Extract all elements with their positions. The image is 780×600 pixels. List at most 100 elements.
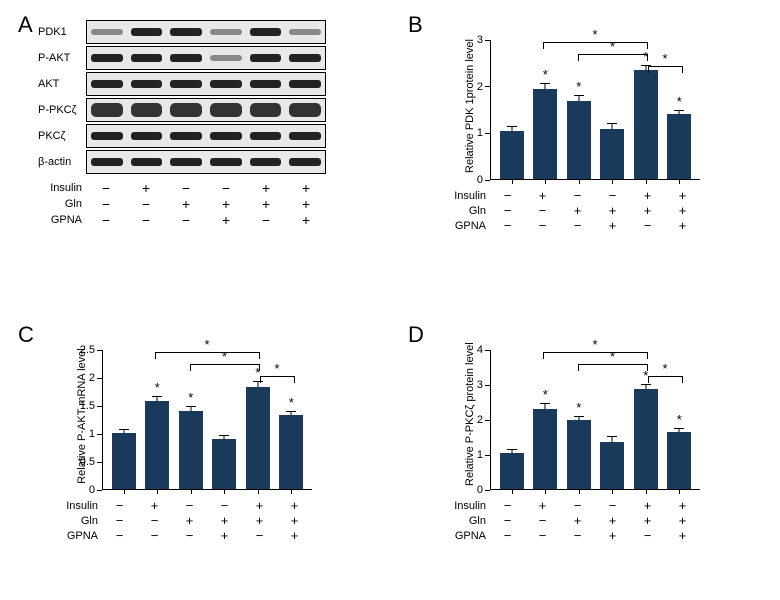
- blot-band: [166, 21, 206, 43]
- y-tick: 0: [74, 484, 102, 496]
- treatment-cell: +: [595, 513, 630, 529]
- chart-c: Relative P-AKT mRNA level****00.511.522.…: [62, 340, 352, 570]
- panel-label-c: C: [18, 322, 34, 348]
- treatment-cell: +: [242, 498, 277, 514]
- bar: [667, 114, 691, 179]
- significance-bracket: *: [578, 54, 648, 55]
- treatment-cell: +: [246, 196, 286, 212]
- y-tick: 1: [462, 449, 490, 461]
- chart-d: Relative P-PKCζ protein level****01234**…: [450, 340, 740, 570]
- treatment-cell: +: [207, 513, 242, 529]
- treatment-label: Insulin: [38, 182, 82, 194]
- treatment-cell: +: [630, 203, 665, 219]
- blot-band: [166, 99, 206, 121]
- treatment-cell: −: [525, 203, 560, 219]
- treatment-cell: +: [630, 513, 665, 529]
- blot-bands: [86, 98, 326, 122]
- treatment-cell: −: [86, 196, 126, 212]
- blot-band: [206, 73, 246, 95]
- blot-bands: [86, 150, 326, 174]
- treatment-label: Insulin: [444, 190, 486, 202]
- bar: [634, 70, 658, 179]
- treatment-cell: −: [525, 513, 560, 529]
- treatment-cell: +: [286, 180, 326, 196]
- bar: [112, 433, 136, 489]
- panel-label-a: A: [18, 12, 33, 38]
- treatment-cell: +: [525, 498, 560, 514]
- bar: [533, 409, 557, 490]
- treatment-cell: −: [525, 218, 560, 234]
- significance-bracket: *: [190, 364, 260, 365]
- bar: [600, 129, 624, 179]
- treatment-label: Gln: [444, 515, 486, 527]
- blot-band: [127, 151, 167, 173]
- y-tick: 2.5: [74, 344, 102, 356]
- treatment-cell: −: [207, 498, 242, 514]
- blot-band: [87, 73, 127, 95]
- treatment-cell: −: [560, 218, 595, 234]
- treatment-label: Insulin: [444, 500, 486, 512]
- y-tick: 2: [74, 372, 102, 384]
- blot-band: [166, 47, 206, 69]
- blot-band: [127, 47, 167, 69]
- blot-band: [166, 125, 206, 147]
- bar: [667, 432, 691, 489]
- blot-band: [206, 21, 246, 43]
- treatment-cell: −: [166, 212, 206, 228]
- y-tick: 4: [462, 344, 490, 356]
- blot-row-label: PKCζ: [38, 130, 86, 142]
- treatment-label: Gln: [56, 515, 98, 527]
- blot-bands: [86, 124, 326, 148]
- blot-band: [87, 21, 127, 43]
- significance-star: *: [677, 412, 682, 427]
- blot-band: [166, 73, 206, 95]
- blot-band: [87, 151, 127, 173]
- treatment-cell: −: [490, 498, 525, 514]
- treatment-cell: −: [490, 513, 525, 529]
- blot-band: [285, 125, 325, 147]
- y-tick: 1.5: [74, 400, 102, 412]
- treatment-cell: +: [595, 528, 630, 544]
- treatment-cell: −: [137, 513, 172, 529]
- treatment-cell: +: [277, 528, 312, 544]
- plot-area: * * * *: [490, 40, 700, 180]
- treatment-cell: +: [172, 513, 207, 529]
- blot-band: [87, 99, 127, 121]
- treatment-cell: −: [560, 528, 595, 544]
- treatment-cell: +: [595, 218, 630, 234]
- treatment-label: GPNA: [444, 530, 486, 542]
- significance-star: *: [155, 380, 160, 395]
- blot-band: [206, 47, 246, 69]
- chart-b: Relative PDK 1protein level****0123***In…: [450, 30, 740, 260]
- treatment-cell: +: [206, 196, 246, 212]
- bar: [279, 415, 303, 489]
- blot-band: [285, 21, 325, 43]
- treatment-cell: −: [102, 513, 137, 529]
- treatment-cell: +: [595, 203, 630, 219]
- blot-band: [206, 99, 246, 121]
- treatment-cell: +: [277, 498, 312, 514]
- blot-band: [246, 151, 286, 173]
- blot-band: [166, 151, 206, 173]
- treatment-cell: −: [560, 188, 595, 204]
- bar: [600, 442, 624, 489]
- significance-star: *: [677, 94, 682, 109]
- blot-row-label: P-PKCζ: [38, 104, 86, 116]
- blot-row-label: PDK1: [38, 26, 86, 38]
- treatment-cell: −: [595, 498, 630, 514]
- treatment-cell: −: [206, 180, 246, 196]
- bar: [567, 420, 591, 489]
- y-tick: 2: [462, 81, 490, 93]
- treatment-cell: −: [172, 528, 207, 544]
- blot-band: [246, 73, 286, 95]
- significance-star: *: [576, 79, 581, 94]
- blot-bands: [86, 72, 326, 96]
- treatment-label: GPNA: [56, 530, 98, 542]
- treatment-cell: +: [206, 212, 246, 228]
- y-tick: 3: [462, 379, 490, 391]
- blot-band: [285, 151, 325, 173]
- significance-bracket: *: [578, 364, 648, 365]
- treatment-label: Gln: [444, 205, 486, 217]
- blot-band: [206, 151, 246, 173]
- significance-star: *: [543, 67, 548, 82]
